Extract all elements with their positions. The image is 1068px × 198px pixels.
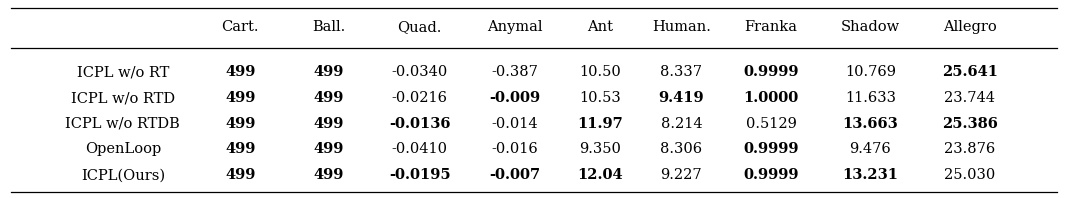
Text: Shadow: Shadow [841,20,900,34]
Text: -0.007: -0.007 [489,168,540,182]
Text: Cart.: Cart. [221,20,260,34]
Text: 13.663: 13.663 [843,117,898,131]
Text: 9.419: 9.419 [659,91,704,105]
Text: ICPL(Ours): ICPL(Ours) [81,168,164,182]
Text: 23.744: 23.744 [944,91,995,105]
Text: Allegro: Allegro [943,20,996,34]
Text: 13.231: 13.231 [843,168,898,182]
Text: 499: 499 [314,143,344,156]
Text: -0.387: -0.387 [491,65,538,79]
Text: 499: 499 [225,117,255,131]
Text: -0.0410: -0.0410 [392,143,447,156]
Text: 0.9999: 0.9999 [743,143,799,156]
Text: Human.: Human. [651,20,711,34]
Text: Anymal: Anymal [487,20,543,34]
Text: 25.030: 25.030 [944,168,995,182]
Text: 12.04: 12.04 [578,168,623,182]
Text: 11.97: 11.97 [578,117,623,131]
Text: Ant: Ant [587,20,613,34]
Text: Franka: Franka [744,20,798,34]
Text: 499: 499 [225,168,255,182]
Text: 25.641: 25.641 [942,65,998,79]
Text: 10.769: 10.769 [845,65,896,79]
Text: -0.016: -0.016 [491,143,538,156]
Text: 499: 499 [225,65,255,79]
Text: 0.9999: 0.9999 [743,65,799,79]
Text: ICPL w/o RTD: ICPL w/o RTD [70,91,175,105]
Text: 9.350: 9.350 [579,143,622,156]
Text: 0.5129: 0.5129 [745,117,797,131]
Text: -0.0340: -0.0340 [392,65,447,79]
Text: 8.214: 8.214 [661,117,702,131]
Text: 8.337: 8.337 [660,65,703,79]
Text: 23.876: 23.876 [944,143,995,156]
Text: 499: 499 [314,65,344,79]
Text: ICPL w/o RTDB: ICPL w/o RTDB [65,117,180,131]
Text: -0.009: -0.009 [489,91,540,105]
Text: 499: 499 [225,143,255,156]
Text: Quad.: Quad. [397,20,442,34]
Text: -0.014: -0.014 [491,117,538,131]
Text: 499: 499 [225,91,255,105]
Text: 499: 499 [314,117,344,131]
Text: -0.0195: -0.0195 [389,168,451,182]
Text: -0.0136: -0.0136 [389,117,451,131]
Text: 25.386: 25.386 [942,117,998,131]
Text: 499: 499 [314,91,344,105]
Text: 10.50: 10.50 [579,65,622,79]
Text: 0.9999: 0.9999 [743,168,799,182]
Text: 1.0000: 1.0000 [743,91,799,105]
Text: 9.227: 9.227 [661,168,702,182]
Text: 10.53: 10.53 [579,91,622,105]
Text: 8.306: 8.306 [660,143,703,156]
Text: ICPL w/o RT: ICPL w/o RT [77,65,169,79]
Text: 499: 499 [314,168,344,182]
Text: 9.476: 9.476 [849,143,892,156]
Text: OpenLoop: OpenLoop [84,143,161,156]
Text: -0.0216: -0.0216 [392,91,447,105]
Text: Ball.: Ball. [312,20,346,34]
Text: 11.633: 11.633 [845,91,896,105]
